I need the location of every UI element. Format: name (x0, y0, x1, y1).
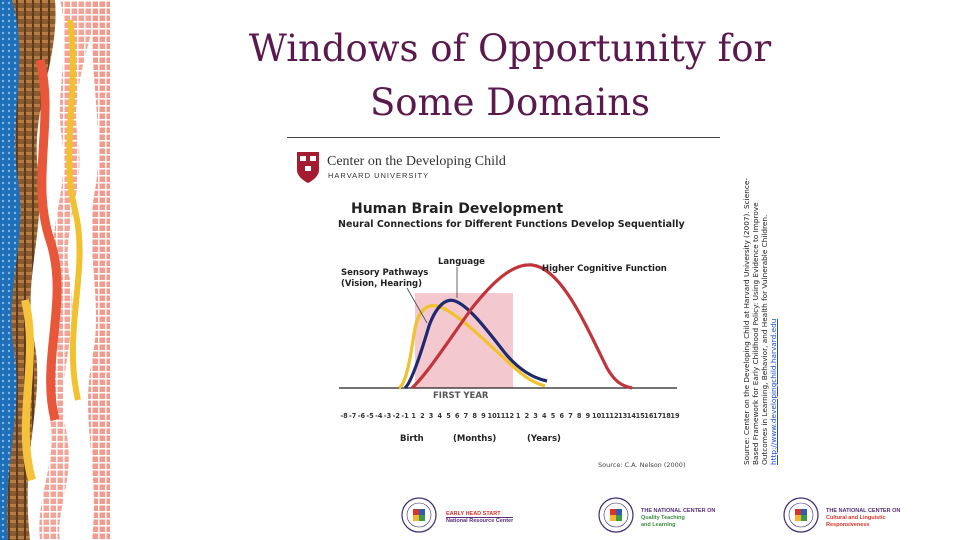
x-tick-label: 16 (644, 412, 654, 420)
qtl-line-3: and Learning (641, 522, 676, 528)
x-tick-label: -5 (366, 412, 374, 420)
brain-development-figure: Center on the Developing Child HARVARD U… (287, 137, 720, 474)
label-higher: Higher Cognitive Function (542, 264, 667, 274)
title-line-1: Windows of Opportunity for (248, 27, 772, 70)
harvard-shield-icon (297, 152, 319, 183)
x-tick-label: 1 (516, 412, 521, 420)
figure-subheading: Neural Connections for Different Functio… (338, 219, 685, 230)
ehs-line-2: National Resource Center (446, 517, 514, 524)
figure-source: Source: C.A. Nelson (2000) (598, 461, 685, 469)
x-tick-label: -2 (393, 412, 401, 420)
x-tick-label: 17 (653, 412, 663, 420)
x-tick-label: 19 (670, 412, 680, 420)
x-tick-label: -7 (349, 412, 357, 420)
clr-line-1: THE NATIONAL CENTER ON (826, 508, 901, 514)
x-tick-label: 7 (464, 412, 469, 420)
x-tick-labels: -8 -7 -6 -5 -4 -3 -2 -1 1 2 3 4 5 6 7 8 9 10 11 12 1 2 3 4 5 6 7 8 9… (340, 412, 680, 420)
x-tick-label: 4 (438, 412, 443, 420)
label-sensory-1: Sensory Pathways (341, 268, 428, 278)
x-tick-label: -3 (384, 412, 392, 420)
x-tick-label: 5 (551, 412, 556, 420)
chart-svg: Center on the Developing Child HARVARD U… (297, 152, 685, 469)
x-tick-label: 15 (636, 412, 646, 420)
x-tick-label: 4 (542, 412, 547, 420)
x-tick-label: 11 (601, 412, 611, 420)
x-tick-label: -1 (401, 412, 409, 420)
series-higher-line (410, 263, 633, 390)
qtl-seal-icon (598, 497, 634, 533)
qtl-line-1: THE NATIONAL CENTER ON (641, 508, 716, 514)
x-tick-label: 11 (496, 412, 506, 420)
x-tick-label: 5 (446, 412, 451, 420)
x-tick-label: 2 (525, 412, 530, 420)
qtl-line-2: Quality Teaching (641, 515, 685, 521)
x-tick-label: 8 (472, 412, 477, 420)
x-tick-label: 12 (505, 412, 515, 420)
org-sub: HARVARD UNIVERSITY (328, 171, 429, 180)
x-tick-label: 10 (488, 412, 498, 420)
series-sensory-line (397, 304, 546, 390)
org-name: Center on the Developing Child (327, 154, 506, 169)
x-tick-label: 3 (533, 412, 538, 420)
series-language-line (403, 298, 548, 390)
x-tick-label: 7 (568, 412, 573, 420)
x-tick-label: 12 (609, 412, 619, 420)
footer-logo-qtl: THE NATIONAL CENTER ON Quality Teaching … (595, 495, 735, 535)
ehs-seal-icon (401, 497, 437, 533)
axis-years-label: (Years) (527, 434, 561, 444)
clr-seal-icon (783, 497, 819, 533)
x-tick-label: 1 (411, 412, 416, 420)
x-tick-label: 10 (592, 412, 602, 420)
clr-line-3: Responsiveness (826, 522, 870, 528)
label-language: Language (438, 257, 485, 267)
sensory-pointer (406, 287, 428, 324)
x-tick-label: -4 (375, 412, 383, 420)
x-tick-label: 18 (662, 412, 672, 420)
citation-block: Source: Center on the Developing Child a… (742, 165, 792, 465)
footer-logo-ehs: EARLY HEAD START National Resource Cente… (398, 495, 538, 535)
axis-months-label: (Months) (453, 434, 496, 444)
x-tick-label: -8 (340, 412, 348, 420)
ehs-line-1: EARLY HEAD START (446, 511, 501, 517)
label-sensory-2: (Vision, Hearing) (341, 279, 422, 289)
decorative-border (0, 0, 110, 540)
figure-heading: Human Brain Development (351, 201, 563, 217)
slide-title: Windows of Opportunity for Some Domains (200, 22, 820, 130)
x-tick-label: 8 (577, 412, 582, 420)
clr-line-2: Cultural and Linguistic (826, 515, 886, 521)
x-tick-label: 9 (586, 412, 591, 420)
x-tick-label: 13 (618, 412, 628, 420)
citation-text: Source: Center on the Developing Child a… (742, 178, 769, 465)
x-tick-label: 6 (455, 412, 460, 420)
footer-logo-clr: THE NATIONAL CENTER ON Cultural and Ling… (780, 495, 920, 535)
x-tick-label: 6 (560, 412, 565, 420)
citation-link[interactable]: http://www.developingchild.harvard.edu (769, 318, 778, 465)
x-tick-label: 9 (481, 412, 486, 420)
title-line-2: Some Domains (369, 81, 651, 124)
first-year-label: FIRST YEAR (433, 391, 489, 401)
x-tick-label: -6 (358, 412, 366, 420)
x-tick-label: 14 (627, 412, 637, 420)
axis-birth-label: Birth (400, 434, 424, 444)
x-tick-label: 3 (429, 412, 434, 420)
x-tick-label: 2 (420, 412, 425, 420)
